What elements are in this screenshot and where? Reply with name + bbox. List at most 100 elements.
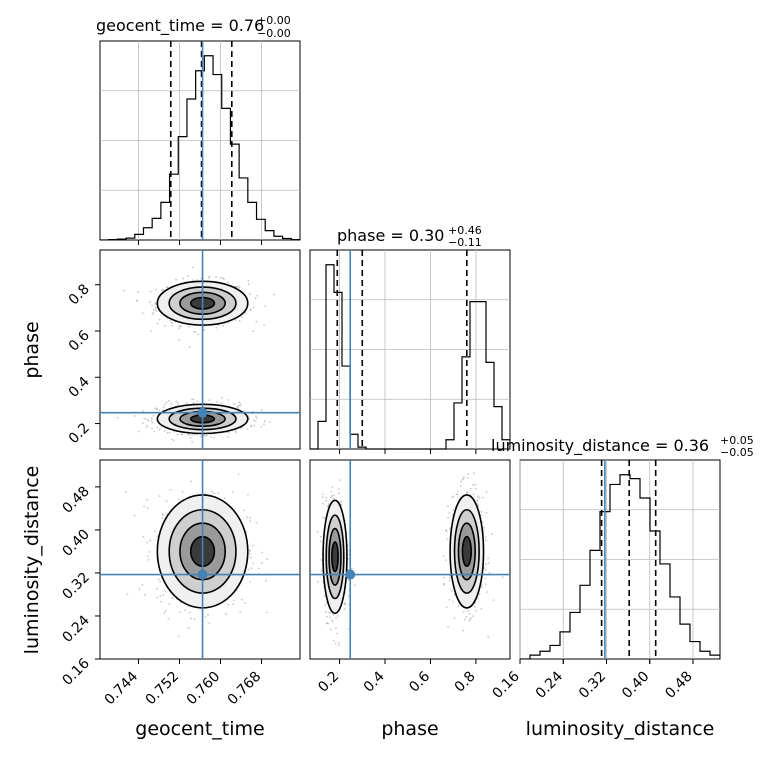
sample-point	[333, 494, 335, 497]
y-axis-label-1: luminosity_distance	[21, 466, 43, 655]
histogram-step	[520, 474, 720, 659]
sample-point	[452, 509, 455, 511]
sample-point	[220, 402, 223, 405]
density-ellipse	[331, 542, 339, 572]
x-tick-label: 0.6	[406, 668, 433, 695]
sample-point	[227, 604, 230, 606]
sample-point	[319, 540, 322, 542]
sample-point	[476, 499, 479, 502]
sample-point	[247, 568, 250, 571]
sample-point	[240, 316, 243, 318]
sample-point	[153, 430, 156, 433]
sample-point	[213, 492, 216, 495]
sample-point	[187, 325, 190, 328]
x-tick-label: 0.24	[533, 668, 566, 701]
sample-point	[474, 609, 477, 612]
sample-point	[444, 559, 447, 561]
sample-point	[169, 319, 172, 322]
sample-point	[116, 416, 119, 419]
sample-point	[167, 617, 170, 620]
sample-point	[482, 496, 484, 499]
sample-point	[316, 530, 319, 533]
sample-point	[154, 301, 157, 304]
sample-point	[266, 558, 269, 560]
sample-point	[221, 396, 224, 399]
sample-point	[150, 417, 153, 419]
sample-point	[162, 406, 165, 409]
sample-point	[190, 617, 192, 620]
sample-point	[170, 322, 173, 324]
panel-frame	[309, 459, 511, 660]
sample-point	[177, 498, 180, 501]
sample-point	[164, 610, 167, 612]
sample-point	[329, 616, 331, 619]
sample-point	[323, 517, 326, 519]
sample-point	[263, 324, 265, 326]
sample-point	[133, 514, 136, 517]
sample-point	[487, 635, 490, 638]
sample-point	[178, 339, 181, 342]
sample-point	[247, 283, 250, 286]
sample-point	[448, 527, 451, 530]
sample-point	[215, 276, 217, 278]
contour-line	[328, 527, 342, 586]
sample-point	[337, 644, 340, 646]
panel-phase-luminosity_distance	[310, 460, 510, 659]
sample-point	[222, 325, 224, 327]
sample-point	[238, 319, 241, 322]
sample-point	[353, 584, 356, 586]
sample-point	[484, 536, 487, 538]
sample-point	[485, 491, 488, 494]
sample-point	[461, 478, 464, 481]
sample-point	[232, 599, 235, 602]
sample-point	[465, 616, 468, 618]
sample-point	[252, 419, 255, 422]
contour-line	[322, 499, 348, 615]
sample-point	[449, 579, 451, 582]
sample-point	[467, 609, 470, 612]
sample-point	[152, 308, 155, 311]
y-tick-label: 0.32	[59, 569, 92, 602]
sample-point	[169, 488, 172, 491]
sample-point	[319, 535, 322, 538]
y-tick-label: 0.6	[66, 327, 93, 354]
sample-point	[248, 417, 251, 420]
sample-point	[159, 595, 162, 597]
sample-point	[207, 613, 210, 616]
x-axis-label-2: luminosity_distance	[526, 718, 715, 740]
sample-point	[480, 510, 483, 513]
sample-point	[175, 400, 178, 403]
sample-point	[142, 410, 145, 412]
sample-point	[196, 400, 199, 403]
x-tick-label: 0.40	[619, 669, 652, 702]
sample-point	[326, 622, 328, 625]
sample-point	[332, 639, 335, 642]
sample-point	[206, 434, 208, 437]
sample-point	[472, 483, 475, 486]
sample-point	[137, 291, 140, 293]
sample-point	[451, 600, 454, 603]
sample-point	[460, 485, 462, 487]
sample-point	[322, 516, 324, 519]
truth-marker	[345, 569, 356, 580]
sample-point	[254, 297, 257, 300]
sample-point	[158, 409, 161, 411]
sample-point	[237, 406, 239, 409]
sample-point	[477, 495, 479, 498]
sample-point	[213, 437, 215, 439]
sample-point	[175, 278, 177, 281]
sample-point	[192, 401, 195, 404]
sample-point	[457, 490, 459, 492]
sample-point	[145, 426, 148, 429]
sample-point	[145, 418, 148, 421]
sample-point	[224, 613, 227, 615]
x-tick-label: 0.768	[225, 669, 265, 709]
sample-point	[168, 602, 171, 605]
contour-line	[461, 535, 472, 568]
sample-point	[330, 495, 333, 497]
sample-point	[256, 295, 258, 297]
sample-point	[192, 331, 195, 333]
sample-point	[268, 421, 271, 423]
diag-title-0-plus: +0.00	[257, 14, 291, 27]
